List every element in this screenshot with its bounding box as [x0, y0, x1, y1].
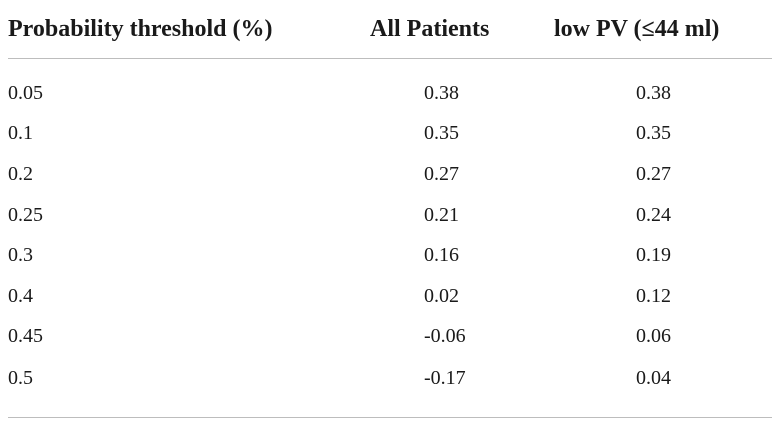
cell-threshold: 0.5 — [8, 366, 33, 389]
cell-low-pv: 0.38 — [636, 81, 671, 104]
table-row: 0.4 0.02 0.12 — [8, 276, 772, 317]
header-row: Probability threshold (%) All Patients l… — [8, 0, 772, 59]
cell-threshold: 0.4 — [8, 284, 33, 307]
table-row: 0.2 0.27 0.27 — [8, 154, 772, 195]
cell-threshold: 0.1 — [8, 122, 33, 145]
cell-threshold: 0.45 — [8, 325, 43, 348]
cell-threshold: 0.2 — [8, 162, 33, 185]
table-row: 0.3 0.16 0.19 — [8, 235, 772, 276]
cell-threshold: 0.3 — [8, 244, 33, 267]
cell-low-pv: 0.19 — [636, 244, 671, 267]
table-body: 0.05 0.38 0.38 0.1 0.35 0.35 0.2 0.27 0.… — [8, 59, 772, 400]
table-spacer — [8, 59, 772, 74]
table-bottom-rule — [8, 399, 772, 419]
cell-low-pv: 0.24 — [636, 203, 671, 226]
cell-all-patients: 0.16 — [424, 244, 459, 267]
cell-low-pv: 0.27 — [636, 162, 671, 185]
cell-low-pv: 0.12 — [636, 284, 671, 307]
cell-all-patients: 0.38 — [424, 81, 459, 104]
cell-all-patients: 0.27 — [424, 162, 459, 185]
cell-low-pv: 0.06 — [636, 325, 671, 348]
header-all-patients: All Patients — [348, 0, 544, 59]
table-row: 0.5 -0.17 0.04 — [8, 357, 772, 399]
cell-low-pv: 0.04 — [636, 366, 671, 389]
header-low-pv: low PV (≤44 ml) — [544, 0, 772, 59]
table-row: 0.1 0.35 0.35 — [8, 114, 772, 155]
table-row: 0.05 0.38 0.38 — [8, 73, 772, 114]
table-row: 0.25 0.21 0.24 — [8, 195, 772, 236]
cell-all-patients: -0.06 — [424, 325, 466, 348]
cell-all-patients: 0.02 — [424, 284, 459, 307]
cell-all-patients: -0.17 — [424, 366, 466, 389]
cell-threshold: 0.25 — [8, 203, 43, 226]
data-table-container: Probability threshold (%) All Patients l… — [8, 0, 772, 419]
cell-all-patients: 0.35 — [424, 122, 459, 145]
header-probability-threshold: Probability threshold (%) — [8, 0, 348, 59]
cell-threshold: 0.05 — [8, 81, 43, 104]
table-row: 0.45 -0.06 0.06 — [8, 317, 772, 358]
table-footer — [8, 399, 772, 419]
table-header: Probability threshold (%) All Patients l… — [8, 0, 772, 59]
data-table: Probability threshold (%) All Patients l… — [8, 0, 772, 419]
cell-low-pv: 0.35 — [636, 122, 671, 145]
cell-all-patients: 0.21 — [424, 203, 459, 226]
